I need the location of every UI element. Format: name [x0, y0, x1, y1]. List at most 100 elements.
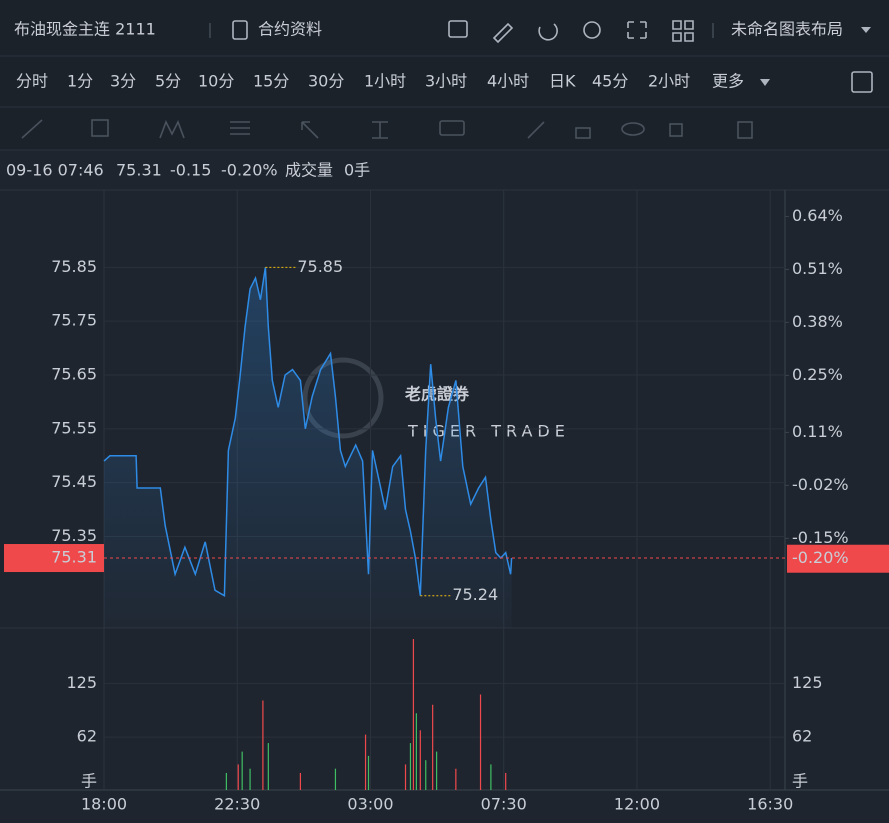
volume-label: 成交量	[285, 161, 333, 180]
volume-tick-label: 手	[81, 772, 97, 791]
volume-bar	[364, 734, 367, 790]
volume-tick-label: 62	[792, 727, 812, 746]
y2-tick-label: -0.15%	[792, 528, 849, 547]
brush-tool[interactable]	[527, 121, 545, 139]
timeframe[interactable]: 10分	[198, 72, 234, 91]
header-icons	[448, 20, 694, 44]
low-label: 75.24	[452, 585, 498, 604]
volume-bar	[241, 751, 243, 790]
timeframe[interactable]: 3小时	[425, 72, 467, 91]
timeframe[interactable]: 4小时	[487, 72, 529, 91]
timeframe[interactable]: 分时	[16, 72, 48, 91]
quote-change: -0.15	[170, 161, 211, 180]
volume-bar	[432, 704, 434, 790]
indicator-icon[interactable]	[448, 20, 468, 38]
volume-bar	[267, 743, 269, 790]
quote-time: 09-16 07:46	[6, 161, 104, 180]
x-tick-label: 07:30	[481, 795, 527, 814]
volume-bar	[262, 700, 264, 790]
x-tick-label: 16:30	[747, 795, 793, 814]
drawing-tools	[21, 119, 753, 139]
quote-change-pct: -0.20%	[221, 161, 278, 180]
lock-tool[interactable]	[575, 127, 591, 139]
y-tick-label: 75.55	[51, 418, 97, 437]
timeframe[interactable]: 45分	[592, 72, 628, 91]
x-tick-label: 22:30	[214, 795, 260, 814]
y2-tick-label: 0.64%	[792, 206, 843, 225]
dropdown-arrow[interactable]	[861, 27, 871, 33]
volume-tick-label: 125	[66, 673, 97, 692]
quote-price: 75.31	[116, 161, 162, 180]
volume-bar	[425, 760, 427, 790]
volume-tick-label: 62	[77, 727, 97, 746]
timeframe[interactable]: 日K	[549, 72, 576, 91]
layout-icon[interactable]	[672, 20, 694, 42]
volume-bar	[419, 730, 421, 790]
timeframe[interactable]: 2小时	[648, 72, 690, 91]
volume-tick-label: 手	[792, 772, 808, 791]
undo-icon[interactable]	[538, 23, 558, 41]
volume-bar	[334, 768, 337, 790]
rect-tool[interactable]	[91, 119, 109, 137]
x-tick-label: 18:00	[81, 795, 127, 814]
line-tool[interactable]	[21, 119, 43, 139]
timeframe[interactable]: 3分	[110, 72, 136, 91]
last-pct-tag	[787, 544, 889, 573]
doc-icon[interactable]	[232, 20, 248, 40]
price-area	[104, 267, 512, 628]
clone-tool[interactable]	[669, 123, 683, 137]
text-tool[interactable]	[439, 120, 465, 136]
visibility-tool[interactable]	[621, 122, 645, 136]
fullscreen-icon[interactable]	[627, 21, 647, 39]
volume-bar	[479, 694, 482, 790]
watermark: 老虎證券	[404, 385, 470, 404]
volume-bar	[436, 751, 438, 790]
timeframe-bar: 分时 1分 3分 5分 10分 15分 30分 1小时 3小时 4小时 日K 45分 2小时 更多	[16, 72, 744, 91]
volume-bar	[412, 639, 415, 790]
y-tick-label: 75.65	[51, 365, 97, 384]
chart: 老虎證券 TIGER TRADE 18:00 22:30 03:00 07:30 12:…	[0, 190, 889, 814]
y-tick-label: 75.75	[51, 311, 97, 330]
volume-bar	[409, 743, 412, 790]
arrow-tool[interactable]	[301, 121, 319, 139]
timeframe[interactable]: 5分	[155, 72, 181, 91]
y2-tick-label: 0.38%	[792, 312, 843, 331]
last-price-label: 75.31	[51, 548, 97, 567]
last-price-tag	[4, 544, 104, 573]
volume-value: 0手	[344, 161, 370, 180]
delete-tool[interactable]	[737, 121, 753, 139]
x-tick-label: 03:00	[347, 795, 393, 814]
volume-bar	[249, 768, 251, 790]
volume-bar	[490, 764, 492, 790]
y-tick-label: 75.85	[51, 257, 97, 276]
contract-info[interactable]: 合约资料	[258, 20, 322, 39]
volume-bar	[299, 772, 302, 790]
dropdown-arrow[interactable]	[760, 79, 770, 86]
volume-bar	[367, 755, 370, 790]
timeframe[interactable]: 1分	[67, 72, 93, 91]
volume-bar	[505, 772, 507, 790]
fib-tool[interactable]	[230, 121, 250, 135]
timeframe[interactable]: 15分	[253, 72, 289, 91]
timeframe[interactable]: 1小时	[364, 72, 406, 91]
layout-name[interactable]: 未命名图表布局	[731, 20, 843, 39]
timeframe[interactable]: 30分	[308, 72, 344, 91]
expand-icon[interactable]	[851, 71, 873, 93]
edit-icon[interactable]	[492, 22, 514, 44]
high-label: 75.85	[297, 257, 343, 276]
y-tick-label: 75.35	[51, 526, 97, 545]
volume-bar	[404, 764, 407, 790]
timeframe[interactable]: 更多	[712, 72, 744, 91]
pattern-tool[interactable]	[159, 120, 185, 139]
y2-tick-label: 0.51%	[792, 259, 843, 278]
symbol-title[interactable]: 布油现金主连 2111	[14, 20, 156, 39]
y2-tick-label: 0.11%	[792, 422, 843, 441]
settings-icon[interactable]	[583, 21, 601, 39]
volume-bar	[415, 713, 417, 790]
measure-tool[interactable]	[372, 121, 388, 139]
x-tick-label: 12:00	[614, 795, 660, 814]
y2-tick-label: -0.02%	[792, 475, 849, 494]
volume-tick-label: 125	[792, 673, 823, 692]
toolbar-bg	[0, 0, 889, 150]
y-tick-label: 75.45	[51, 472, 97, 491]
